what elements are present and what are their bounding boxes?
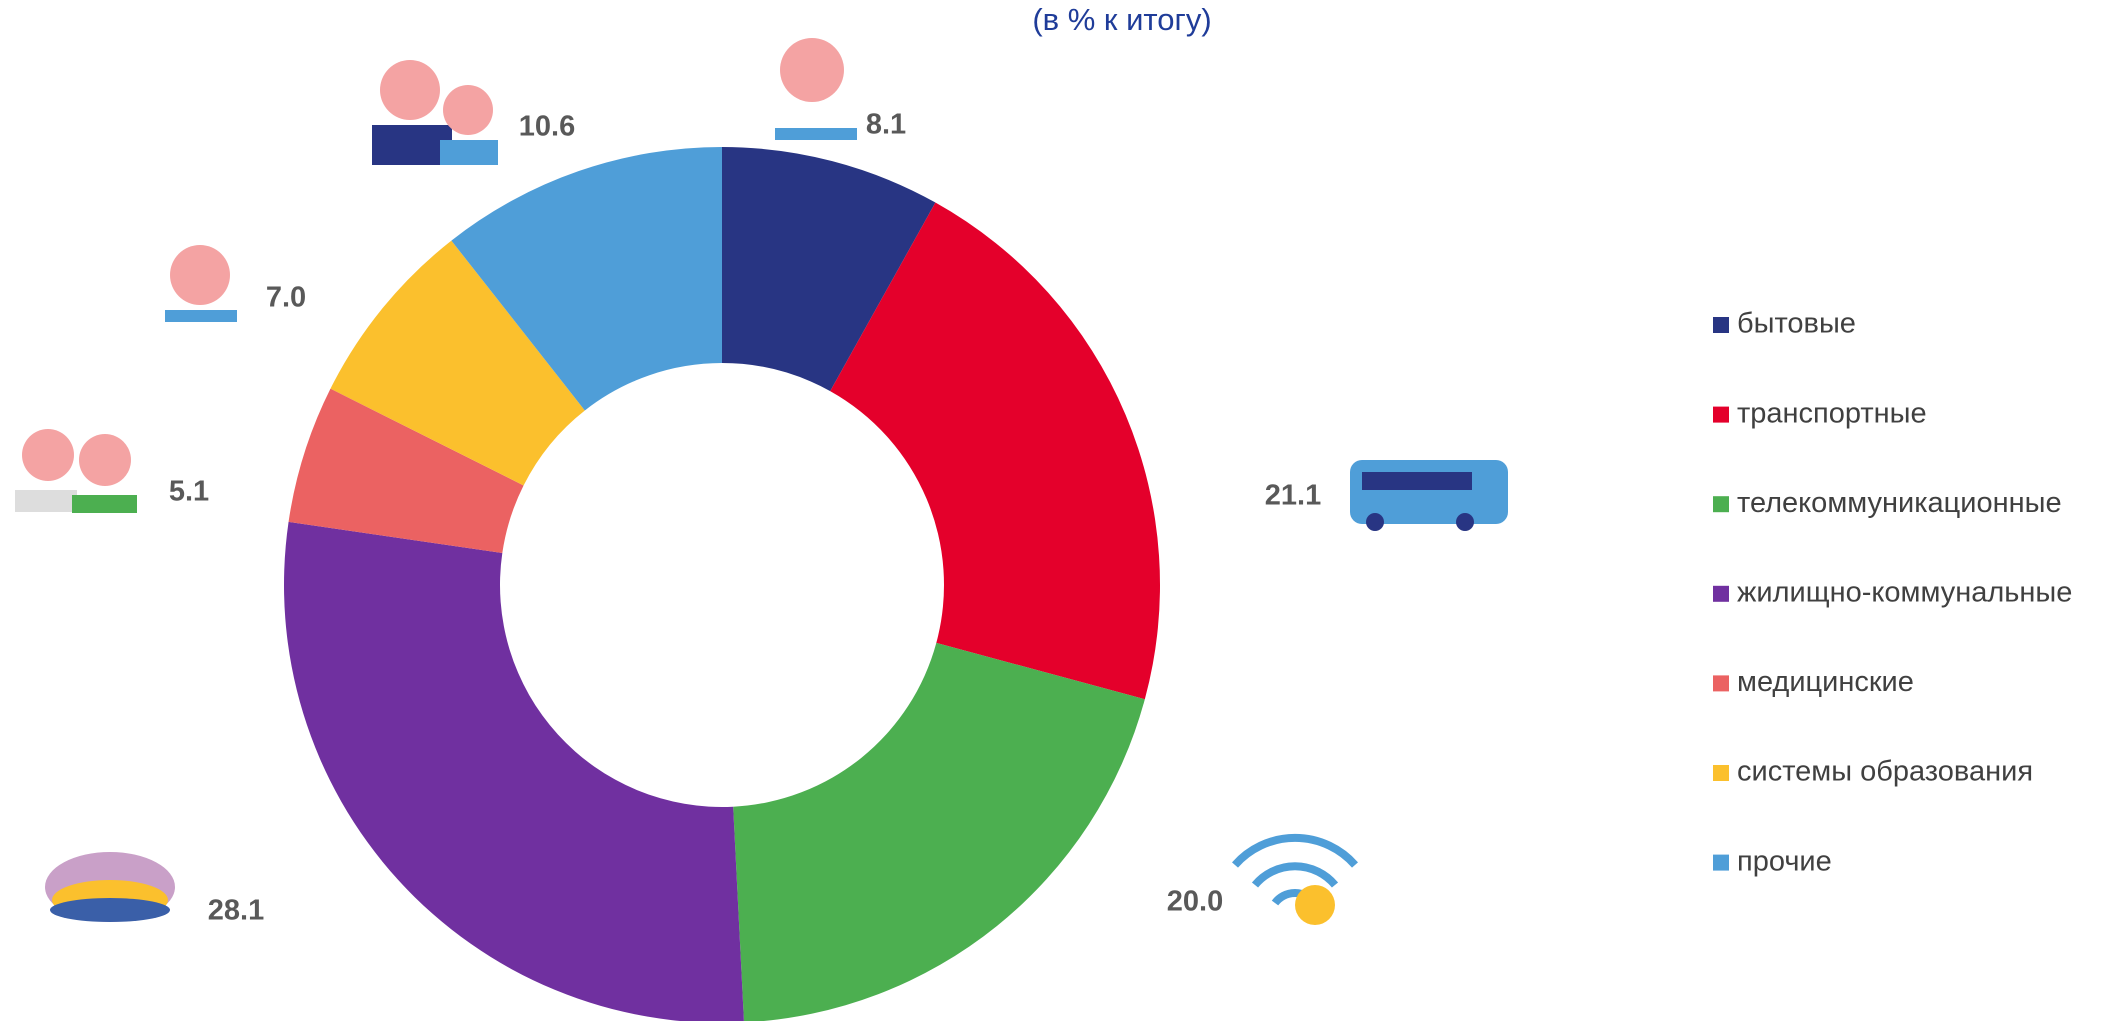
legend-marker xyxy=(1713,407,1729,423)
legend-label: системы образования xyxy=(1737,756,2033,788)
legend-marker xyxy=(1713,675,1729,691)
donut-segment xyxy=(284,522,744,1021)
legend-marker xyxy=(1713,317,1729,333)
legend-marker xyxy=(1713,586,1729,602)
legend-label: телекоммуникационные xyxy=(1737,487,2062,519)
legend-marker xyxy=(1713,855,1729,871)
data-label: 7.0 xyxy=(266,282,306,314)
legend-label: транспортные xyxy=(1737,397,1927,429)
legend-label: бытовые xyxy=(1737,308,1856,340)
data-label: 10.6 xyxy=(519,111,575,143)
wifi-icon xyxy=(1235,838,1355,925)
data-label: 28.1 xyxy=(208,895,264,927)
data-label: 5.1 xyxy=(169,476,209,508)
data-label: 8.1 xyxy=(866,109,906,141)
legend-label: прочие xyxy=(1737,845,1832,877)
chart-subtitle: (в % к итогу) xyxy=(1032,2,1211,37)
bus-icon xyxy=(1350,460,1508,531)
gas-icon xyxy=(45,852,175,922)
chart: (в % к итогу) 8.1 21.1 20.0 28.1 5.1 7.0 10.6 б… xyxy=(0,0,2112,1021)
donut-segment xyxy=(733,643,1145,1021)
legend-label: медицинские xyxy=(1737,666,1914,698)
data-label: 20.0 xyxy=(1167,886,1223,918)
legend-marker xyxy=(1713,496,1729,512)
data-label: 21.1 xyxy=(1265,480,1321,512)
legend-marker xyxy=(1713,765,1729,781)
legend-label: жилищно-коммунальные xyxy=(1737,576,2072,608)
